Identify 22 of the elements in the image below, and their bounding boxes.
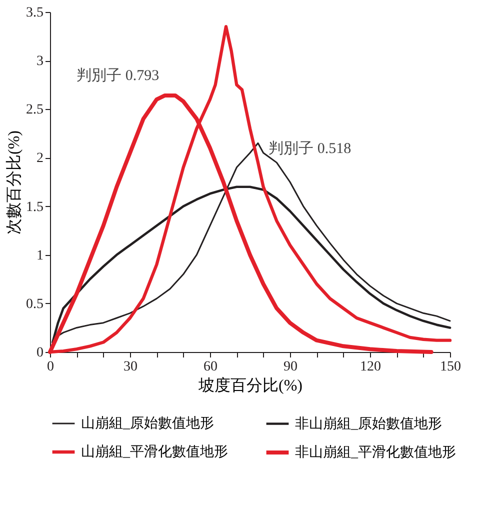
y-tick-label: 1 [36, 248, 44, 264]
x-tick-label: 150 [440, 360, 461, 374]
y-tick-label: 2.5 [26, 102, 44, 118]
legend-label: 非山崩組_平滑化數值地形 [295, 444, 456, 460]
x-tick-label: 60 [204, 360, 218, 374]
x-tick-label: 0 [47, 360, 54, 374]
x-tick-label: 120 [360, 360, 381, 374]
y-tick-label: 3 [36, 54, 44, 70]
x-axis-title: 坡度百分比(%) [198, 376, 302, 394]
y-tick-label: 3.5 [26, 6, 44, 20]
y-tick-label: 0.5 [26, 296, 44, 312]
legend-label: 非山崩組_原始數值地形 [295, 416, 442, 432]
y-tick-label: 1.5 [26, 200, 44, 215]
annotation: 判別子 0.518 [268, 140, 352, 157]
x-tick-label: 30 [124, 360, 138, 374]
legend-label: 山崩組_平滑化數值地形 [81, 444, 228, 460]
x-tick-label: 90 [284, 360, 298, 374]
annotation: 判別子 0.793 [76, 67, 160, 84]
y-tick-label: 2 [36, 151, 44, 166]
y-tick-label: 0 [36, 346, 44, 360]
legend-label: 山崩組_原始數值地形 [81, 416, 214, 432]
y-axis-title: 次數百分比(%) [5, 130, 23, 234]
